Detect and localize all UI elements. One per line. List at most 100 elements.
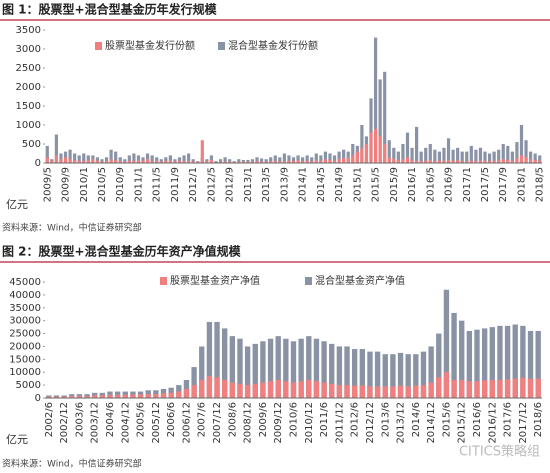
bar: [506, 159, 510, 163]
x-tick-label: 2017/1: [462, 167, 473, 202]
bar: [141, 157, 145, 163]
bar: [527, 330, 534, 398]
bar: [54, 134, 58, 163]
x-tick-label: 2013/5: [261, 167, 272, 202]
bar: [359, 385, 365, 398]
bar: [433, 161, 437, 163]
source: 资料来源：Wind，中信证券研究部: [2, 222, 142, 234]
bar: [332, 160, 337, 163]
x-tick-label: 2017/6: [503, 402, 514, 437]
bar: [84, 395, 90, 398]
bar: [255, 157, 259, 163]
x-tick-label: 2011/5: [152, 167, 163, 202]
bar: [114, 394, 121, 398]
bar: [218, 159, 223, 163]
bar: [123, 159, 127, 163]
bar: [237, 161, 241, 163]
x-tick-label: 2011/9: [170, 167, 181, 202]
bar: [397, 352, 404, 398]
y-tick-label: 1500: [16, 101, 41, 112]
bar: [527, 378, 534, 398]
bar: [359, 349, 365, 398]
bar: [260, 341, 266, 398]
bar: [95, 157, 100, 163]
x-tick-label: 2010/6: [289, 402, 300, 437]
bar: [382, 354, 388, 398]
bar: [228, 159, 232, 163]
bar: [273, 155, 277, 163]
y-tick-label: 2500: [16, 63, 41, 74]
x-tick-label: 2012/9: [225, 167, 236, 202]
bar: [206, 376, 213, 398]
bar: [291, 157, 296, 163]
bar: [538, 155, 542, 163]
y-axis-label: 亿元: [6, 198, 28, 211]
bar: [223, 161, 227, 163]
bar: [246, 159, 250, 163]
bar: [287, 155, 291, 163]
bar: [296, 155, 300, 163]
bar: [337, 151, 341, 163]
x-tick-label: 2014/9: [334, 167, 345, 202]
x-tick-label: 2004/12: [120, 402, 131, 444]
bar: [259, 158, 264, 163]
bar: [351, 385, 358, 398]
bar: [305, 155, 309, 163]
legend-swatch: [160, 277, 167, 285]
bar: [209, 159, 214, 163]
x-tick-label: 2013/6: [380, 402, 391, 437]
bar: [109, 159, 113, 163]
bar: [159, 161, 163, 163]
bar: [82, 161, 86, 163]
x-tick-label: 2010/1: [79, 167, 90, 202]
bar: [296, 159, 300, 163]
bar: [173, 161, 177, 163]
x-tick-label: 2006/12: [181, 402, 192, 444]
chart-title: 图 1：股票型+混合型基金历年发行规模: [2, 2, 218, 17]
bar: [301, 157, 305, 163]
bar: [155, 160, 159, 163]
bar: [187, 160, 191, 163]
bar: [506, 145, 510, 163]
legend-label: 混合型基金发行份额: [228, 39, 318, 52]
bar: [68, 149, 72, 163]
bar: [91, 159, 95, 163]
y-tick-label: 2000: [16, 82, 41, 93]
bar: [159, 159, 163, 163]
bar: [336, 385, 343, 398]
bar: [191, 161, 195, 163]
bar: [351, 349, 358, 398]
bar: [387, 140, 391, 163]
y-tick-label: 25000: [9, 329, 41, 340]
x-tick-label: 2012/6: [350, 402, 361, 437]
bar: [512, 378, 518, 398]
bar: [497, 159, 501, 163]
bar: [137, 394, 144, 398]
bar: [474, 161, 478, 163]
bar: [428, 346, 434, 398]
x-tick-label: 2004/6: [105, 402, 116, 437]
bar: [374, 386, 381, 398]
bar: [136, 155, 141, 163]
x-tick-label: 2015/6: [441, 402, 452, 437]
x-tick-label: 2017/12: [518, 402, 529, 444]
x-tick-label: 2009/6: [258, 402, 269, 437]
bar: [114, 391, 121, 398]
bar: [346, 157, 350, 163]
x-tick-label: 2009/5: [42, 167, 53, 202]
chart-title: 图 2：股票型+混合型基金历年资产净值规模: [2, 244, 242, 259]
bar: [538, 160, 542, 163]
bar: [512, 324, 518, 398]
x-tick-label: 2003/12: [90, 402, 101, 444]
bar: [443, 289, 450, 398]
bar: [332, 155, 337, 163]
x-tick-label: 2016/6: [472, 402, 483, 437]
bar: [229, 336, 236, 398]
bar: [520, 325, 526, 398]
x-tick-label: 2015/9: [389, 167, 400, 202]
bar: [497, 379, 503, 398]
bar: [275, 379, 281, 398]
bar: [127, 155, 131, 163]
bar: [255, 161, 259, 163]
bar: [290, 341, 297, 398]
